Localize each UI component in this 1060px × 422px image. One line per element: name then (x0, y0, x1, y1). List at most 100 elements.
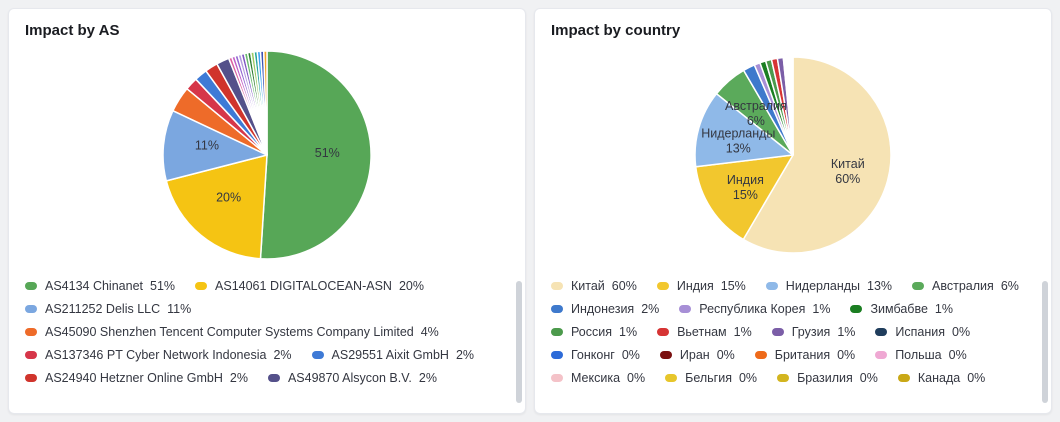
legend-item[interactable]: AS4134 Chinanet 51% (25, 279, 175, 293)
legend-item[interactable]: Польша 0% (875, 348, 967, 362)
pie-slice[interactable] (694, 92, 794, 168)
legend-label: Зимбабве (870, 302, 928, 316)
legend: Китай 60% Индия 15% Нидерланды 13% Австралия 6%… (535, 267, 1051, 393)
legend-color-dot (765, 282, 778, 290)
pie-slice[interactable] (259, 50, 372, 260)
panel-impact-by-country: Impact by country Китай 60% Индия 15% Нидерл… (534, 8, 1052, 414)
pie-slice[interactable] (694, 154, 794, 241)
legend-color-dot (311, 351, 324, 359)
legend-value: 0% (837, 348, 856, 362)
legend-item[interactable]: Испания 0% (875, 325, 970, 339)
legend-value: 0% (952, 325, 971, 339)
legend-label: AS45090 Shenzhen Tencent Computer System… (45, 325, 414, 339)
legend-value: 13% (867, 279, 893, 293)
legend-item[interactable]: Китай 60% (551, 279, 637, 293)
legend-value: 15% (720, 279, 746, 293)
legend-value: 0% (621, 348, 640, 362)
legend-color-dot (551, 305, 563, 313)
chart-area: Китай 60% Индия 15% Нидерланды 13% Австралия 6% (535, 43, 1051, 267)
legend-item[interactable]: AS24940 Hetzner Online GmbH 2% (25, 371, 248, 385)
legend-item[interactable]: Канада 0% (897, 371, 986, 385)
legend-scrollbar[interactable] (516, 281, 522, 403)
pie-slice[interactable] (791, 56, 794, 156)
legend-label: AS211252 Delis LLC (45, 302, 161, 316)
legend-color-dot (195, 282, 208, 290)
legend-label: AS49870 Alsycon B.V. (287, 371, 412, 385)
pie-slice[interactable] (262, 50, 268, 156)
legend-item[interactable]: Вьетнам 1% (657, 325, 752, 339)
legend-value: 1% (619, 325, 638, 339)
legend-label: Гонконг (571, 348, 615, 362)
legend-item[interactable]: Россия 1% (551, 325, 637, 339)
legend-item[interactable]: Грузия 1% (771, 325, 856, 339)
legend-color-dot (659, 351, 672, 359)
legend-item[interactable]: Республика Корея 1% (679, 302, 830, 316)
legend-item[interactable]: Британия 0% (754, 348, 856, 362)
legend-color-dot (875, 328, 888, 336)
legend-label: Испания (895, 325, 946, 339)
legend-value: 20% (398, 279, 424, 293)
legend-label: Республика Корея (699, 302, 806, 316)
legend-item[interactable]: Иран 0% (659, 348, 735, 362)
legend-item[interactable]: Зимбабве 1% (850, 302, 953, 316)
legend-value: 2% (273, 348, 292, 362)
legend-value: 0% (967, 371, 986, 385)
pie-slice[interactable] (165, 154, 268, 260)
panel-title: Impact by AS (25, 22, 120, 39)
legend-value: 60% (611, 279, 637, 293)
pie-slice[interactable] (742, 56, 892, 254)
legend-value: 11% (167, 302, 192, 316)
legend-item[interactable]: Индонезия 2% (551, 302, 659, 316)
legend-item[interactable]: Австралия 6% (912, 279, 1019, 293)
slice-label-name: Индия (727, 173, 764, 187)
legend-item[interactable]: Гонконг 0% (551, 348, 640, 362)
legend-label: AS29551 Aixit GmbH (331, 348, 449, 362)
legend-item[interactable]: Мексика 0% (551, 371, 645, 385)
legend-item[interactable]: Бразилия 0% (777, 371, 878, 385)
slice-label-name: Китай (831, 157, 865, 171)
legend-label: Грузия (791, 325, 831, 339)
legend-color-dot (25, 328, 37, 336)
legend-label: AS4134 Chinanet (45, 279, 143, 293)
legend-color-dot (267, 374, 280, 382)
legend-label: Индия (676, 279, 714, 293)
legend-label: Китай (571, 279, 605, 293)
legend-color-dot (25, 374, 37, 382)
legend-value: 51% (150, 279, 176, 293)
legend-color-dot (656, 282, 669, 290)
legend-value: 0% (627, 371, 646, 385)
slice-label: 20% (216, 191, 241, 205)
legend-label: AS14061 DIGITALOCEAN-ASN (215, 279, 392, 293)
legend-item[interactable]: AS45090 Shenzhen Tencent Computer System… (25, 325, 439, 339)
slice-label-percent: 6% (747, 114, 765, 128)
legend-item[interactable]: AS49870 Alsycon B.V. 2% (267, 371, 437, 385)
pie-chart-impact-by-as: 51% 20% 11% (162, 50, 372, 260)
legend-item[interactable]: AS137346 PT Cyber Network Indonesia 2% (25, 348, 292, 362)
legend-label: Нидерланды (785, 279, 861, 293)
legend-item[interactable]: Бельгия 0% (665, 371, 757, 385)
legend-value: 1% (812, 302, 831, 316)
legend-value: 1% (837, 325, 856, 339)
legend-value: 0% (948, 348, 967, 362)
slice-label-name: Нидерланды (701, 127, 775, 141)
legend-value: 0% (859, 371, 878, 385)
slice-label-name: Австралия (725, 99, 787, 113)
legend-color-dot (551, 374, 563, 382)
legend-color-dot (771, 328, 784, 336)
legend-item[interactable]: Индия 15% (656, 279, 746, 293)
slice-label: Индия 15% (727, 173, 764, 202)
panel-title: Impact by country (551, 22, 681, 39)
legend-scrollbar[interactable] (1042, 281, 1048, 403)
legend-item[interactable]: AS211252 Delis LLC 11% (25, 302, 191, 316)
pie-slice[interactable] (162, 109, 268, 182)
legend-color-dot (551, 351, 563, 359)
legend-label: Индонезия (571, 302, 635, 316)
legend-value: 2% (418, 371, 437, 385)
legend-item[interactable]: Нидерланды 13% (765, 279, 893, 293)
slice-label: 11% (195, 138, 219, 152)
slice-label: Китай 60% (831, 157, 865, 186)
legend: AS4134 Chinanet 51% AS14061 DIGITALOCEAN-A… (9, 267, 525, 393)
legend-color-dot (850, 305, 863, 313)
legend-item[interactable]: AS29551 Aixit GmbH 2% (311, 348, 474, 362)
legend-item[interactable]: AS14061 DIGITALOCEAN-ASN 20% (195, 279, 424, 293)
